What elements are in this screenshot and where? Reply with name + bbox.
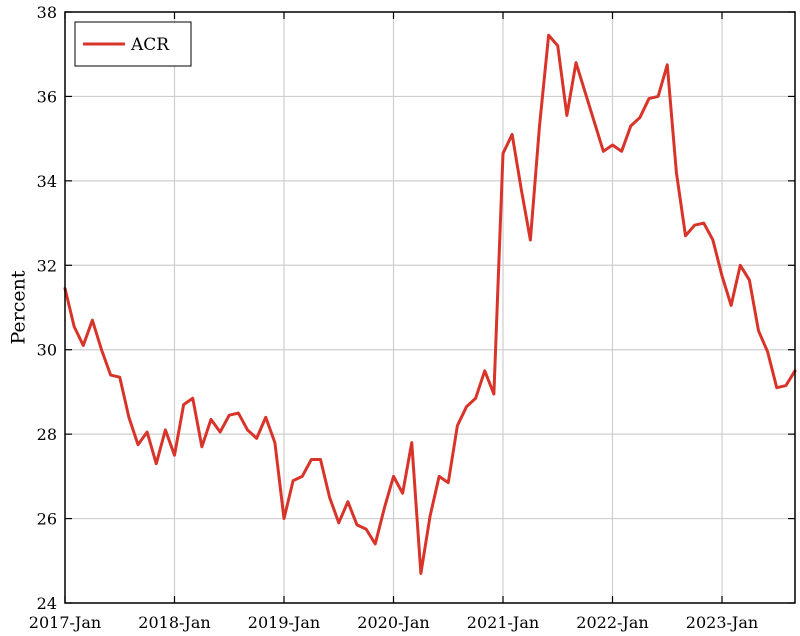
y-tick-label: 24 bbox=[37, 594, 57, 613]
x-tick-label: 2018-Jan bbox=[138, 613, 210, 632]
y-tick-label: 38 bbox=[37, 3, 57, 22]
y-tick-label: 36 bbox=[37, 87, 57, 106]
legend: ACR bbox=[74, 21, 192, 67]
gridlines bbox=[65, 12, 795, 603]
plot-frame bbox=[64, 11, 796, 604]
y-tick-label: 30 bbox=[37, 341, 57, 360]
legend-label-acr: ACR bbox=[130, 35, 170, 55]
series-layer bbox=[63, 33, 797, 575]
x-tick-label: 2022-Jan bbox=[576, 613, 648, 632]
x-tick-label: 2021-Jan bbox=[467, 613, 539, 632]
y-tick-label: 28 bbox=[37, 425, 57, 444]
y-axis-ticks: 24 26 28 30 32 34 36 38 bbox=[37, 3, 795, 613]
y-tick-label: 26 bbox=[37, 510, 57, 529]
x-tick-label: 2020-Jan bbox=[357, 613, 429, 632]
x-tick-label: 2023-Jan bbox=[686, 613, 758, 632]
y-axis-label: Percent bbox=[8, 270, 30, 344]
x-tick-label: 2019-Jan bbox=[248, 613, 320, 632]
y-tick-label: 34 bbox=[37, 172, 57, 191]
x-axis-ticks: 2017-Jan 2018-Jan 2019-Jan 2020-Jan 2021-Jan… bbox=[29, 12, 758, 632]
y-tick-label: 32 bbox=[37, 256, 57, 275]
x-tick-label: 2017-Jan bbox=[29, 613, 101, 632]
series-line-acr bbox=[63, 33, 797, 575]
